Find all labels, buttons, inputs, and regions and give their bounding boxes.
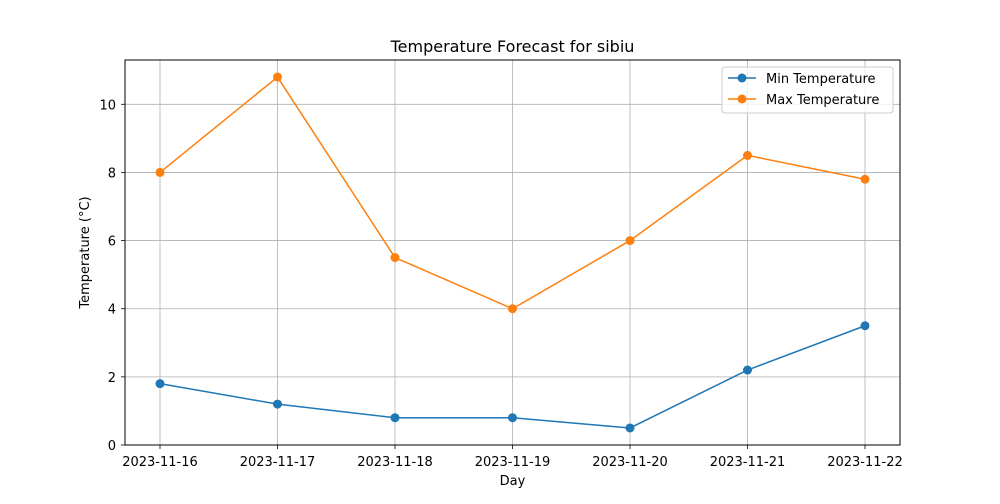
data-point [390,253,400,263]
data-point [508,304,517,314]
y-tick-label: 8 [108,166,116,181]
x-axis: 2023-11-16 2023-11-17 2023-11-18 2023-11-19… [122,445,903,470]
x-tick-label: 2023-11-20 [592,455,668,470]
y-tick-label: 4 [108,303,116,318]
x-tick-label: 2023-11-19 [475,455,551,470]
legend-min-marker [737,73,747,83]
data-point [390,413,400,423]
legend-box [721,66,894,114]
data-point [743,365,752,375]
x-tick-label: 2023-11-18 [357,455,433,470]
data-point [508,413,517,423]
series-min-temperature [155,321,870,433]
legend-max-label: Max Temperature [766,93,879,108]
x-tick-label: 2023-11-21 [710,455,786,470]
legend-max-marker [737,94,747,104]
y-tick-label: 0 [108,439,116,454]
x-tick-label: 2023-11-17 [240,455,316,470]
y-axis-label: Temperature (°C) [78,196,93,309]
y-axis: 0 2 4 6 8 10 [99,98,125,454]
series-layer [155,72,870,433]
data-point [743,150,752,160]
x-axis-label: Day [500,474,526,489]
y-tick-label: 10 [99,98,116,113]
x-tick-label: 2023-11-16 [122,455,198,470]
y-tick-label: 2 [108,371,116,386]
legend: Min Temperature Max Temperature [721,66,894,114]
data-point [273,399,282,409]
y-tick-label: 6 [108,235,116,250]
data-point [625,236,635,246]
data-point [860,321,870,331]
x-tick-label: 2023-11-22 [827,455,903,470]
data-point [860,174,870,184]
chart-title: Temperature Forecast for sibiu [390,37,635,56]
series-max-temperature [155,72,870,314]
data-point [155,379,165,389]
data-point [273,72,282,82]
data-point [155,167,165,177]
legend-min-label: Min Temperature [766,72,876,87]
data-point [625,423,635,433]
